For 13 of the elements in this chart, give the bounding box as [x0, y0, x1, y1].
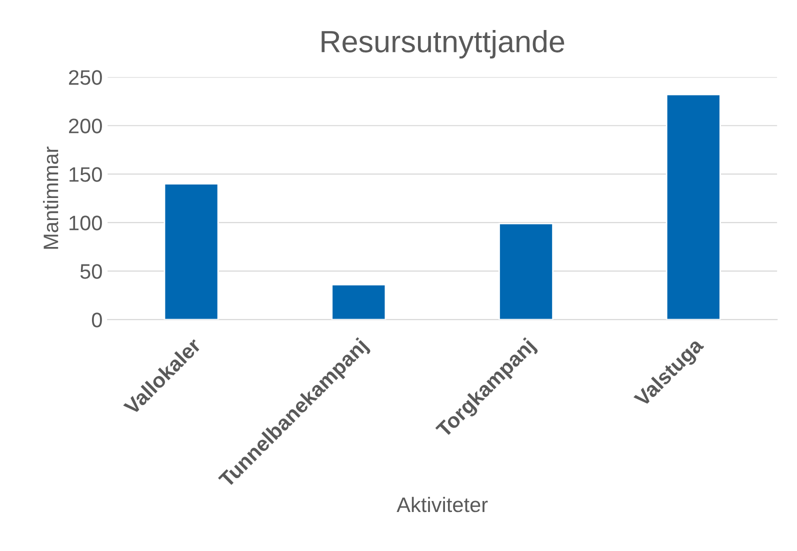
y-tick-label: 0	[92, 312, 102, 328]
y-tick-label: 50	[80, 264, 102, 279]
x-axis-title: Aktiviteter	[396, 496, 488, 512]
y-tick-label: 250	[69, 70, 102, 85]
y-tick-label: 200	[69, 118, 102, 134]
y-tick-label: 150	[70, 167, 102, 182]
bar	[331, 284, 386, 320]
y-axis-title: Mantimmar	[43, 146, 58, 249]
bar	[498, 222, 554, 320]
bar	[164, 183, 219, 320]
chart-title: Resursutnyttjande	[322, 30, 564, 58]
y-tick-label: 100	[70, 216, 102, 230]
bar	[666, 94, 721, 320]
